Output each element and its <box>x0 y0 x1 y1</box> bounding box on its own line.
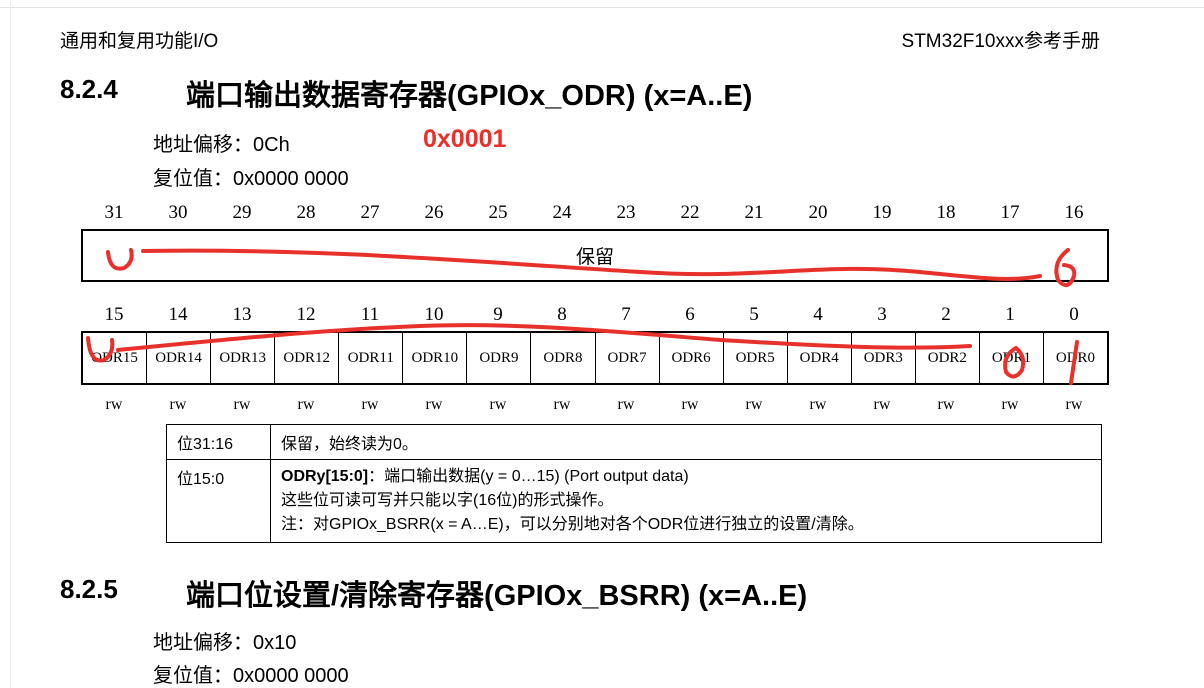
bit-number: 9 <box>493 304 503 325</box>
access-type: rw <box>425 396 443 413</box>
bit-number: 13 <box>232 304 252 325</box>
access-type: rw <box>1065 396 1083 413</box>
section-825-number: 8.2.5 <box>60 574 118 604</box>
bit-number: 19 <box>872 202 892 223</box>
bit-number: 1 <box>1005 304 1015 325</box>
odr-field-cell: ODR7 <box>594 333 659 383</box>
odr-field-cell: ODR15 <box>91 349 138 366</box>
bit-number: 20 <box>808 202 828 223</box>
bit-range-cell: 位31:16 <box>166 424 271 460</box>
odr-field-cell: ODR8 <box>530 333 594 383</box>
odr-field-cell: ODR4 <box>786 333 851 383</box>
bit-number: 3 <box>877 304 887 325</box>
handwritten-value-annotation: 0x0001 <box>423 125 507 153</box>
access-type: rw <box>233 396 251 413</box>
access-type: rw <box>617 396 635 413</box>
high-bit-numbers: 31 30 29 28 27 26 25 24 23 22 21 20 19 1… <box>82 202 1106 226</box>
odr-field-cell: ODR10 <box>402 333 466 383</box>
bit-number: 16 <box>1064 202 1084 223</box>
access-type: rw <box>361 396 379 413</box>
header-manual-title: STM32F10xxx参考手册 <box>901 31 1100 52</box>
bit-description-cell: 保留，始终读为0。 <box>270 424 1102 460</box>
low-bit-numbers: 15 14 13 12 11 10 9 8 7 6 5 4 3 2 1 0 <box>82 304 1106 328</box>
bit-number: 14 <box>168 304 188 325</box>
odr-field-cell: ODR9 <box>466 333 530 383</box>
bit-number: 29 <box>232 202 252 223</box>
bit-range-cell: 位15:0 <box>166 459 271 543</box>
odr-field-cell: ODR2 <box>914 333 979 383</box>
bsrr-note: 注：对GPIOx_BSRR(x = A…E)，可以分别地对各个ODR位进行独立的… <box>281 516 864 533</box>
bit-number: 23 <box>616 202 636 223</box>
bit-number: 22 <box>680 202 700 223</box>
bit-number: 0 <box>1069 304 1079 325</box>
bit-number: 25 <box>488 202 508 223</box>
bit-number: 28 <box>296 202 316 223</box>
access-type: rw <box>169 396 187 413</box>
access-types: rw rw rw rw rw rw rw rw rw rw rw rw rw r… <box>82 396 1106 416</box>
bit-number: 30 <box>168 202 188 223</box>
access-type: rw <box>937 396 955 413</box>
bit-number: 2 <box>941 304 951 325</box>
header-chapter: 通用和复用功能I/O <box>60 31 219 52</box>
field-name: ODRy[15:0] <box>281 468 369 485</box>
bit-description-table: 位31:16 保留，始终读为0。 位15:0 ODRy[15:0]：端口输出数据… <box>166 424 1102 543</box>
bit-number: 17 <box>1000 202 1020 223</box>
page-top-edge <box>0 7 1204 8</box>
odr-field-cell: ODR0 <box>1042 333 1107 383</box>
bsrr-reset-value-partial: 复位值：0x0000 0000 <box>153 665 349 687</box>
access-type: rw <box>297 396 315 413</box>
section-825-title: 端口位设置/清除寄存器(GPIOx_BSRR) (x=A..E) <box>186 580 808 612</box>
access-type: rw <box>553 396 571 413</box>
odr-field-cell: ODR6 <box>658 333 723 383</box>
odr-field-cell: ODR5 <box>722 333 787 383</box>
page-left-edge <box>10 0 11 688</box>
bit-number: 10 <box>424 304 444 325</box>
bit-number: 7 <box>621 304 631 325</box>
bit-number: 12 <box>296 304 316 325</box>
reset-value: 复位值：0x0000 0000 <box>153 168 349 190</box>
access-note: 这些位可读可写并只能以字(16位)的形式操作。 <box>281 492 614 509</box>
reserved-bits-field: 保留 <box>81 229 1109 282</box>
access-type: rw <box>489 396 507 413</box>
bit-number: 24 <box>552 202 572 223</box>
bit-number: 4 <box>813 304 823 325</box>
bit-number: 8 <box>557 304 567 325</box>
access-type: rw <box>745 396 763 413</box>
bit-number: 5 <box>749 304 759 325</box>
odr-field-cell: ODR14 <box>146 333 210 383</box>
section-824-number: 8.2.4 <box>60 74 118 104</box>
bit-number: 15 <box>104 304 124 325</box>
bit-number: 27 <box>360 202 380 223</box>
access-type: rw <box>105 396 123 413</box>
bsrr-address-offset: 地址偏移：0x10 <box>153 632 297 654</box>
bit-number: 31 <box>104 202 124 223</box>
bit-number: 18 <box>936 202 956 223</box>
access-type: rw <box>873 396 891 413</box>
field-description: ：端口输出数据(y = 0…15) (Port output data) <box>368 468 689 485</box>
reserved-label: 保留 <box>575 247 614 268</box>
bit-number: 11 <box>360 304 380 325</box>
access-type: rw <box>681 396 699 413</box>
bit-number: 26 <box>424 202 444 223</box>
bit-number: 6 <box>685 304 695 325</box>
odr-bit-fields: ODR15 ODR14 ODR13 ODR12 ODR11 ODR10 ODR9… <box>81 331 1109 385</box>
access-type: rw <box>809 396 827 413</box>
table-row: 位31:16 保留，始终读为0。 <box>166 424 1102 460</box>
table-row: 位15:0 ODRy[15:0]：端口输出数据(y = 0…15) (Port … <box>166 459 1102 543</box>
address-offset: 地址偏移：0Ch <box>153 134 290 156</box>
section-824-title: 端口输出数据寄存器(GPIOx_ODR) (x=A..E) <box>186 80 753 112</box>
access-type: rw <box>1001 396 1019 413</box>
odr-field-cell: ODR3 <box>850 333 915 383</box>
odr-field-cell: ODR1 <box>978 333 1043 383</box>
odr-field-cell: ODR13 <box>210 333 274 383</box>
bit-description-cell: ODRy[15:0]：端口输出数据(y = 0…15) (Port output… <box>270 459 1102 543</box>
odr-field-cell: ODR12 <box>274 333 338 383</box>
odr-field-cell: ODR11 <box>338 333 402 383</box>
bit-number: 21 <box>744 202 764 223</box>
